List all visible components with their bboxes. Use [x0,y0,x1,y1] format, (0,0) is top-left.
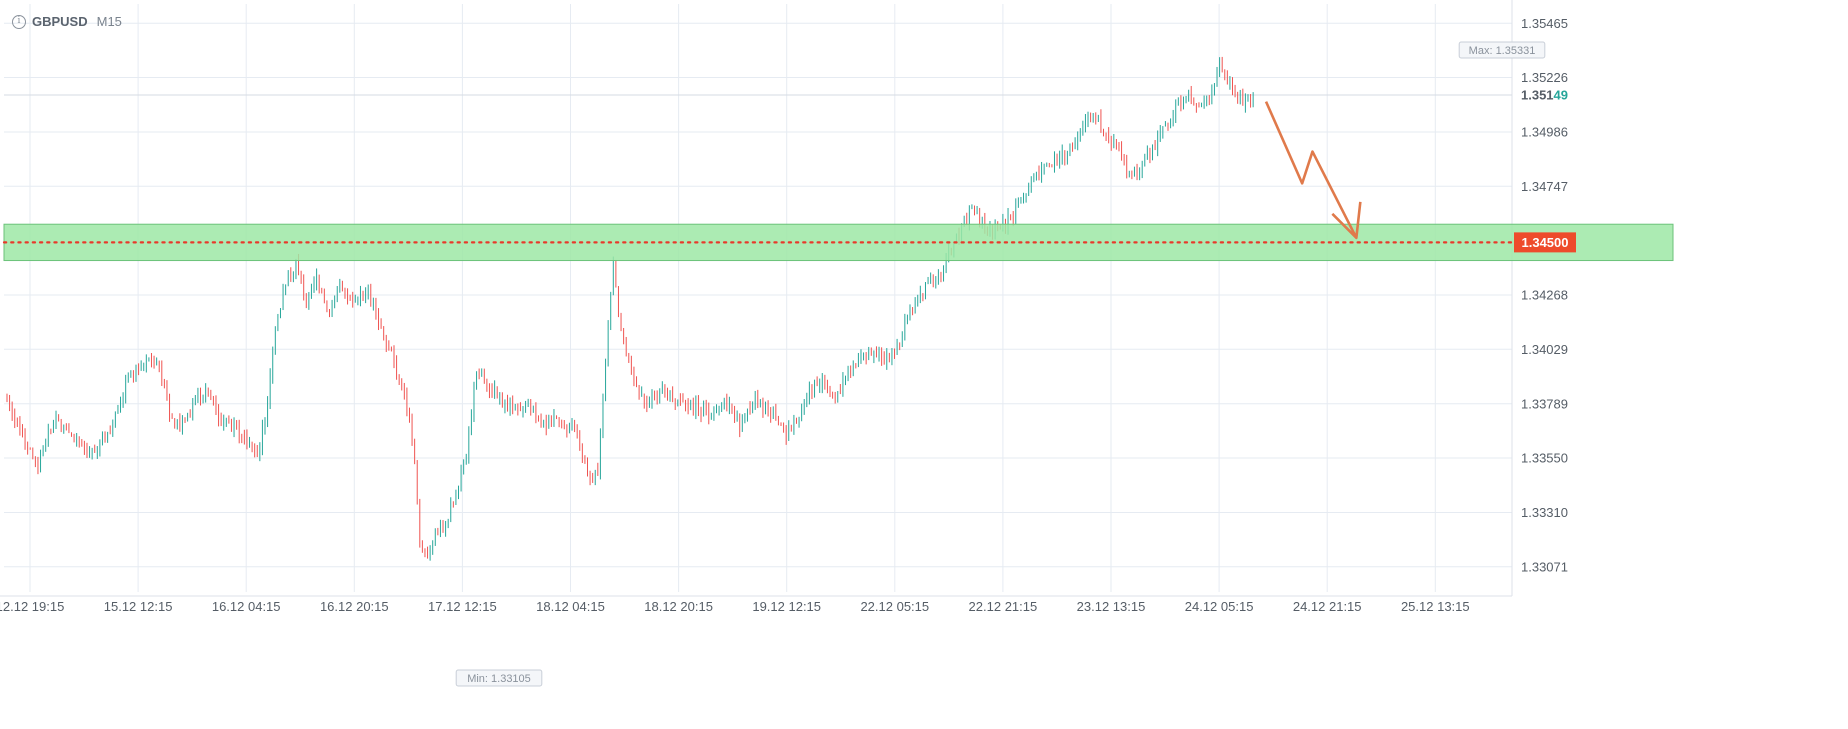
symbol-label: GBPUSD [32,14,88,29]
chart-grid [0,0,1513,597]
min-price-label: Min: 1.33105 [467,673,531,685]
min-price-label-box [455,669,543,687]
y-tick-label: 1.35465 [1521,16,1568,31]
y-tick-label: 1.33310 [1521,505,1568,520]
max-price-label: Max: 1.35331 [1469,45,1536,57]
x-tick-label: 16.12 04:15 [212,599,281,614]
y-tick-label: 1.33789 [1521,396,1568,411]
level-price-label: 1.34500 [1522,235,1569,250]
x-tick-label: 24.12 21:15 [1293,599,1362,614]
x-tick-label: 16.12 20:15 [320,599,389,614]
current-price-label: 1.35149 [1521,88,1568,103]
max-price-label-box [1458,41,1546,59]
info-icon[interactable]: i [12,14,26,29]
y-tick-label: 1.34747 [1521,179,1568,194]
x-tick-label: 17.12 12:15 [428,599,497,614]
x-tick-label: 24.12 05:15 [1185,599,1254,614]
x-tick-label: 23.12 13:15 [1077,599,1146,614]
timeframe-label[interactable]: M15 [96,14,122,29]
chart-header: i GBPUSD M15 [12,14,122,29]
price-axis[interactable]: 1.35465 1.35226 1.34986 1.34747 1.34268 1.340… [1514,16,1576,575]
x-tick-label: 15.12 12:15 [104,599,173,614]
projection-arrowhead [1331,201,1362,240]
support-zone [2,223,1674,262]
x-tick-label: 12.12 19:15 [0,599,64,614]
x-tick-label: 18.12 20:15 [644,599,713,614]
x-tick-label: 22.12 05:15 [860,599,929,614]
y-tick-label: 1.35226 [1521,70,1568,85]
y-tick-label: 1.34986 [1521,125,1568,140]
y-tick-label: 1.34029 [1521,342,1568,357]
x-tick-label: 19.12 12:15 [752,599,821,614]
extreme-labels: Max: 1.35331 Min: 1.33105 [455,41,1546,687]
x-tick-label: 18.12 04:15 [536,599,605,614]
x-tick-label: 25.12 13:15 [1401,599,1470,614]
projection-path[interactable] [1264,101,1358,239]
time-axis[interactable]: 12.12 19:15 15.12 12:15 16.12 04:15 16.12 2… [0,599,1470,614]
y-tick-label: 1.33550 [1521,451,1568,466]
y-tick-label: 1.34268 [1521,288,1568,303]
x-tick-label: 22.12 21:15 [969,599,1038,614]
projection-arrow [1264,101,1362,240]
y-tick-label: 1.33071 [1521,559,1568,574]
level-price-badge [1514,232,1576,253]
